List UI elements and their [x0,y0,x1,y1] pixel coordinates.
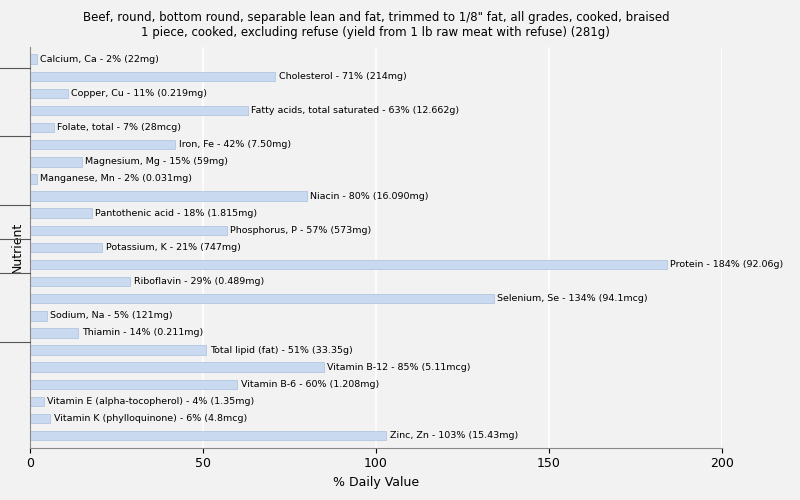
Bar [30,140,175,149]
Bar [30,414,50,423]
Bar [30,123,54,132]
Bar [30,226,227,235]
Bar [30,396,43,406]
Text: Manganese, Mn - 2% (0.031mg): Manganese, Mn - 2% (0.031mg) [40,174,192,184]
Bar [30,260,666,269]
Text: Selenium, Se - 134% (94.1mcg): Selenium, Se - 134% (94.1mcg) [497,294,648,303]
Title: Beef, round, bottom round, separable lean and fat, trimmed to 1/8" fat, all grad: Beef, round, bottom round, separable lea… [82,11,670,39]
Bar [30,346,206,355]
Bar [30,362,324,372]
Text: Vitamin K (phylloquinone) - 6% (4.8mcg): Vitamin K (phylloquinone) - 6% (4.8mcg) [54,414,247,423]
Text: Cholesterol - 71% (214mg): Cholesterol - 71% (214mg) [279,72,406,81]
Text: Thiamin - 14% (0.211mg): Thiamin - 14% (0.211mg) [82,328,203,338]
Bar [30,106,248,115]
Bar [30,242,102,252]
Y-axis label: Nutrient: Nutrient [11,222,24,273]
Text: Phosphorus, P - 57% (573mg): Phosphorus, P - 57% (573mg) [230,226,372,235]
Bar [30,72,275,81]
Text: Total lipid (fat) - 51% (33.35g): Total lipid (fat) - 51% (33.35g) [210,346,353,354]
Text: Sodium, Na - 5% (121mg): Sodium, Na - 5% (121mg) [50,312,173,320]
Text: Fatty acids, total saturated - 63% (12.662g): Fatty acids, total saturated - 63% (12.6… [251,106,459,115]
Text: Riboflavin - 29% (0.489mg): Riboflavin - 29% (0.489mg) [134,277,264,286]
Text: Pantothenic acid - 18% (1.815mg): Pantothenic acid - 18% (1.815mg) [95,208,258,218]
Text: Calcium, Ca - 2% (22mg): Calcium, Ca - 2% (22mg) [40,54,159,64]
Bar [30,294,494,304]
Text: Potassium, K - 21% (747mg): Potassium, K - 21% (747mg) [106,243,241,252]
Bar [30,277,130,286]
Bar [30,328,78,338]
Bar [30,88,68,98]
Bar [30,54,37,64]
Text: Vitamin B-6 - 60% (1.208mg): Vitamin B-6 - 60% (1.208mg) [241,380,379,389]
Text: Copper, Cu - 11% (0.219mg): Copper, Cu - 11% (0.219mg) [71,89,207,98]
Text: Folate, total - 7% (28mcg): Folate, total - 7% (28mcg) [58,123,182,132]
Bar [30,157,82,166]
Text: Niacin - 80% (16.090mg): Niacin - 80% (16.090mg) [310,192,429,200]
Bar [30,208,92,218]
Bar [30,174,37,184]
Text: Zinc, Zn - 103% (15.43mg): Zinc, Zn - 103% (15.43mg) [390,431,518,440]
Text: Iron, Fe - 42% (7.50mg): Iron, Fe - 42% (7.50mg) [178,140,290,149]
Bar [30,311,47,320]
Bar [30,431,386,440]
Bar [30,380,238,389]
X-axis label: % Daily Value: % Daily Value [333,476,419,489]
Text: Magnesium, Mg - 15% (59mg): Magnesium, Mg - 15% (59mg) [85,158,228,166]
Text: Vitamin E (alpha-tocopherol) - 4% (1.35mg): Vitamin E (alpha-tocopherol) - 4% (1.35m… [47,397,254,406]
Bar [30,192,306,201]
Text: Vitamin B-12 - 85% (5.11mcg): Vitamin B-12 - 85% (5.11mcg) [327,362,471,372]
Text: Protein - 184% (92.06g): Protein - 184% (92.06g) [670,260,783,269]
